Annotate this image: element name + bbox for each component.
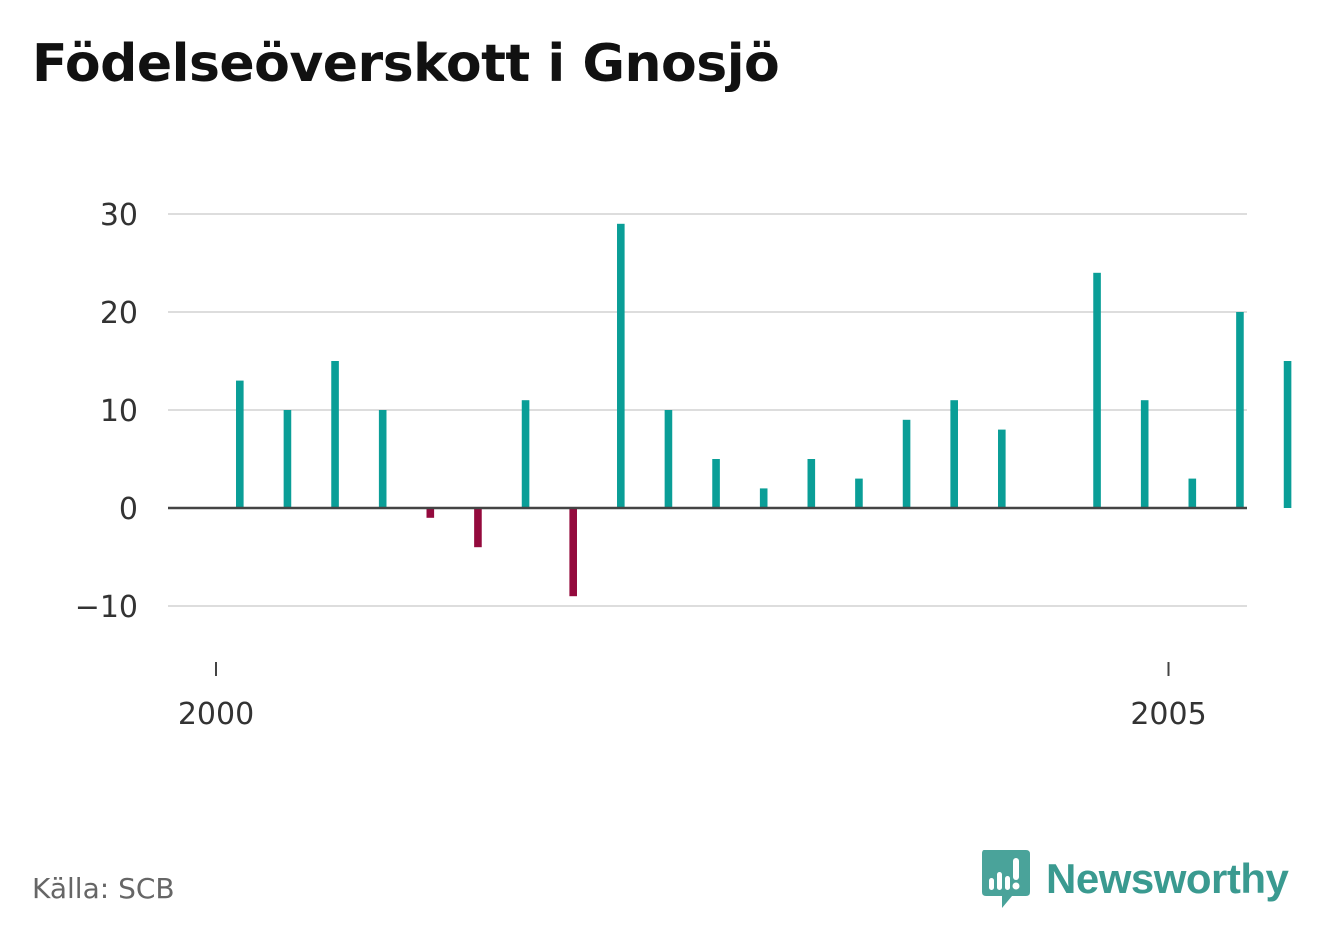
bar — [569, 508, 577, 597]
y-tick-label: −10 — [75, 590, 138, 625]
bar — [664, 410, 673, 508]
bar — [236, 380, 244, 508]
y-tick-label: 20 — [100, 296, 138, 331]
newsworthy-logo-icon — [982, 850, 1030, 908]
bar — [521, 400, 530, 508]
brand-logo[interactable]: Newsworthy — [980, 848, 1289, 910]
brand-name: Newsworthy — [1046, 855, 1289, 902]
chart-title: Födelseöverskott i Gnosjö — [32, 34, 780, 94]
source-note: Källa: SCB — [32, 872, 175, 905]
bar — [855, 478, 863, 508]
bar — [807, 459, 816, 508]
x-tick-label: 2000 — [178, 697, 254, 732]
axes: −100102030200020052010201520202025 — [75, 198, 1247, 732]
y-tick-label: 10 — [100, 394, 138, 429]
bar — [1188, 478, 1197, 508]
bar — [950, 400, 958, 508]
bars — [236, 223, 1292, 597]
bar — [474, 508, 482, 548]
grid-lines — [168, 213, 1247, 607]
bar — [331, 361, 339, 508]
x-tick-label: 2005 — [1130, 697, 1206, 732]
bar — [998, 429, 1006, 508]
bar — [283, 410, 292, 508]
bar — [759, 488, 768, 508]
bar — [1140, 400, 1149, 508]
bar — [1093, 272, 1101, 508]
bar — [1283, 361, 1292, 508]
bar — [1236, 312, 1244, 508]
bar — [712, 459, 720, 508]
bar — [617, 223, 625, 509]
y-tick-label: 0 — [119, 492, 138, 527]
bar — [378, 410, 387, 508]
y-tick-label: 30 — [100, 198, 138, 233]
bar — [426, 508, 435, 518]
bar — [902, 419, 911, 508]
